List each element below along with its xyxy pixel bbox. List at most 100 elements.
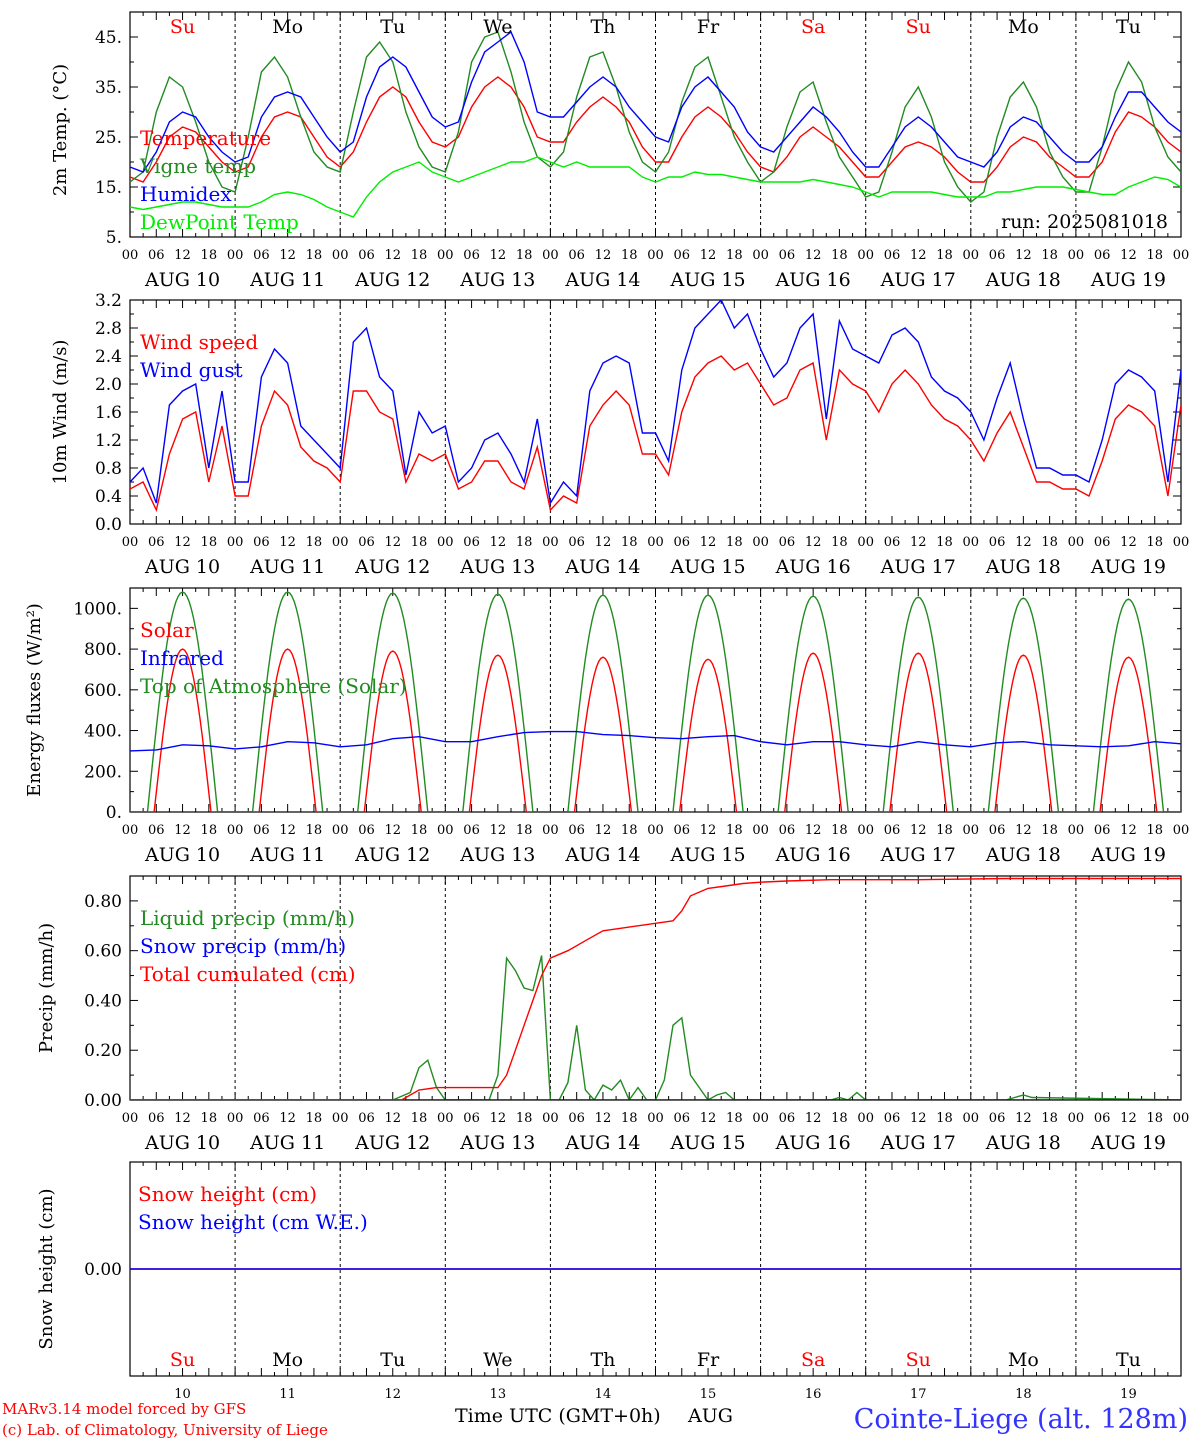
hour-tick-label: 18 [726, 1111, 743, 1126]
hour-tick-label: 06 [253, 823, 270, 838]
hour-tick-label: 00 [752, 248, 769, 263]
hour-tick-label: 18 [411, 248, 428, 263]
hour-tick-label: 12 [805, 535, 822, 550]
hour-tick-label: 12 [279, 535, 296, 550]
hour-tick-label: 18 [201, 1111, 218, 1126]
hour-tick-label: 18 [306, 823, 323, 838]
hour-tick-label: 06 [779, 823, 796, 838]
legend-entry: DewPoint Temp [140, 210, 299, 234]
day-label: AUG 16 [775, 1132, 851, 1154]
hour-tick-label: 12 [174, 248, 191, 263]
legend-entry: Wind speed [140, 330, 258, 354]
hour-tick-label: 18 [621, 248, 638, 263]
y-tick-label: 3.2 [95, 291, 122, 311]
hour-tick-label: 12 [595, 535, 612, 550]
y-tick-label: 0.80 [84, 892, 122, 912]
hour-tick-label: 12 [910, 1111, 927, 1126]
day-label: AUG 17 [880, 1132, 956, 1154]
hour-tick-label: 06 [674, 248, 691, 263]
hour-tick-label: 00 [122, 823, 139, 838]
hour-tick-label: 18 [831, 248, 848, 263]
hour-tick-label: 06 [674, 823, 691, 838]
y-tick-label: 0.0 [95, 515, 122, 535]
hour-tick-label: 12 [910, 248, 927, 263]
hour-tick-label: 00 [857, 823, 874, 838]
hour-tick-label: 06 [1094, 1111, 1111, 1126]
weekday-label-top: Fr [697, 16, 720, 38]
day-label: AUG 19 [1090, 1132, 1166, 1154]
panel-1: 5. 15. 25. 35. 45. 2m Temp. (°C) 00 06 12 18 AUG 1… [50, 11, 1189, 291]
y-tick-label: 0.40 [84, 991, 122, 1011]
hour-tick-label: 12 [1015, 535, 1032, 550]
day-label: AUG 11 [249, 556, 325, 578]
plot-frame [129, 587, 1182, 813]
hour-tick-label: 00 [542, 823, 559, 838]
weekday-label-top: Su [170, 16, 195, 38]
legend-entry: Snow height (cm) [138, 1182, 317, 1206]
hour-tick-label: 00 [122, 535, 139, 550]
y-tick-label: 15. [95, 178, 122, 198]
weekday-label-bottom: Su [170, 1349, 195, 1371]
hour-tick-label: 06 [358, 823, 375, 838]
day-label: AUG 16 [775, 269, 851, 291]
hour-tick-label: 06 [148, 823, 165, 838]
hour-tick-label: 06 [463, 823, 480, 838]
series-total-cumulated-cm- [130, 877, 1181, 1100]
hour-tick-label: 00 [542, 1111, 559, 1126]
hour-tick-label: 12 [700, 248, 717, 263]
hour-tick-label: 00 [1068, 1111, 1085, 1126]
hour-tick-label: 18 [411, 1111, 428, 1126]
legend-entry: Total cumulated (cm) [140, 962, 356, 986]
hour-tick-label: 18 [621, 535, 638, 550]
hour-tick-label: 18 [411, 823, 428, 838]
weekday-label-top: Tu [380, 16, 405, 38]
hour-tick-label: 18 [201, 535, 218, 550]
hour-tick-label: 18 [516, 535, 533, 550]
series-group [130, 877, 1181, 1100]
hour-tick-label: 18 [516, 248, 533, 263]
day-label: AUG 11 [249, 844, 325, 866]
day-label: AUG 14 [564, 556, 640, 578]
hour-tick-label: 12 [174, 535, 191, 550]
day-label: AUG 18 [985, 1132, 1061, 1154]
hour-tick-label: 00 [437, 823, 454, 838]
hour-tick-label: 06 [568, 1111, 585, 1126]
y-axis-label: Energy fluxes (W/m²) [24, 603, 45, 797]
hour-tick-label: 18 [1146, 248, 1163, 263]
day-label: AUG 15 [669, 556, 745, 578]
hour-tick-label: 18 [936, 823, 953, 838]
y-tick-label: 600. [84, 681, 122, 701]
weekday-label-bottom: Mo [272, 1349, 303, 1371]
day-number-label: 17 [910, 1387, 927, 1402]
hour-tick-label: 12 [1120, 1111, 1137, 1126]
hour-tick-label: 18 [306, 1111, 323, 1126]
hour-tick-label: 06 [463, 248, 480, 263]
day-label: AUG 15 [669, 1132, 745, 1154]
hour-tick-label: 06 [463, 535, 480, 550]
hour-tick-label: 06 [148, 248, 165, 263]
weekday-label-top: Mo [272, 16, 303, 38]
hour-tick-label: 12 [384, 248, 401, 263]
hour-tick-label: 12 [490, 248, 507, 263]
hour-tick-label: 18 [726, 823, 743, 838]
hour-tick-label: 00 [227, 535, 244, 550]
hour-tick-label: 00 [752, 1111, 769, 1126]
hour-tick-label: 00 [857, 535, 874, 550]
weekday-label-bottom: Sa [801, 1349, 825, 1371]
day-label: AUG 15 [669, 269, 745, 291]
hour-tick-label: 18 [936, 248, 953, 263]
hour-tick-label: 18 [831, 1111, 848, 1126]
hour-tick-label: 12 [1015, 823, 1032, 838]
hour-tick-label: 12 [1015, 248, 1032, 263]
hour-tick-label: 06 [1094, 823, 1111, 838]
day-label: AUG 14 [564, 1132, 640, 1154]
hour-tick-label: 18 [1041, 535, 1058, 550]
hour-tick-label: 18 [411, 535, 428, 550]
hour-tick-label: 12 [910, 823, 927, 838]
hour-tick-label: 00 [332, 535, 349, 550]
weekday-label-top: Mo [1008, 16, 1039, 38]
weekday-label-top: Sa [801, 16, 825, 38]
hour-tick-label: 06 [674, 535, 691, 550]
legend-entry: Solar [140, 618, 194, 642]
series-top-of-atmosphere-solar- [130, 591, 1181, 812]
